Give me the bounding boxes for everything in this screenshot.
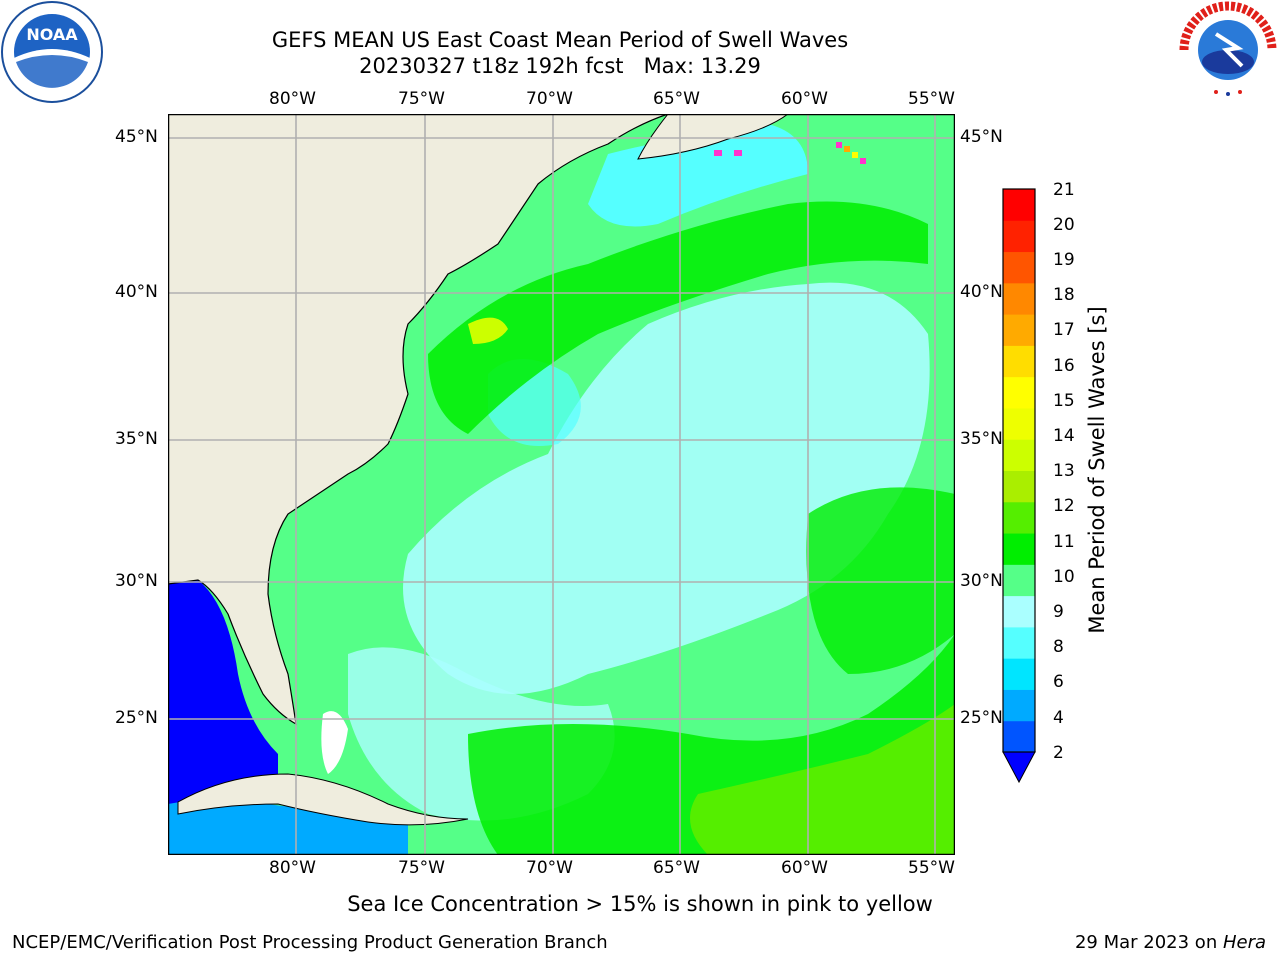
sea-ice-pixel (714, 150, 722, 156)
swell-region-10-11s-north (428, 201, 928, 434)
colorbar-label: Mean Period of Swell Waves [s] (1085, 306, 1109, 634)
colorbar-frame (1002, 188, 1036, 753)
lat-label-right: 45°N (960, 127, 1003, 147)
swell-region-10-11s-east (806, 487, 955, 674)
lat-label-left: 45°N (115, 127, 158, 147)
colorbar-tick: 13 (1053, 461, 1075, 481)
colorbar-tick: 21 (1053, 180, 1075, 200)
colorbar-segment (1003, 501, 1035, 534)
colorbar-segment (1003, 595, 1035, 628)
colorbar-tick: 14 (1053, 426, 1075, 446)
colorbar-tick: 9 (1053, 602, 1064, 622)
map-title: GEFS MEAN US East Coast Mean Period of S… (271, 28, 849, 52)
map-panel (168, 114, 955, 855)
lon-label-bottom: 60°W (781, 858, 828, 878)
colorbar-segment (1003, 314, 1035, 346)
lat-label-left: 25°N (115, 708, 158, 728)
lon-label-top: 65°W (653, 89, 700, 109)
colorbar-segment (1003, 251, 1035, 284)
colorbar-segment (1003, 658, 1035, 690)
gulf-low-period (168, 580, 278, 834)
colorbar-segment (1003, 626, 1035, 659)
lat-label-left: 40°N (115, 282, 158, 302)
sea-ice-pixel (734, 150, 742, 156)
colorbar-tick: 8 (1053, 637, 1064, 657)
lon-label-top: 80°W (269, 89, 316, 109)
sea-ice-caption: Sea Ice Concentration > 15% is shown in … (347, 892, 933, 916)
noaa-logo-text: NOAA (26, 25, 78, 44)
sea-ice-pixel (836, 142, 842, 148)
swell-max-patch (468, 317, 508, 344)
land-cuba (177, 773, 469, 826)
colorbar-tick: 18 (1053, 285, 1075, 305)
lon-label-top: 70°W (526, 89, 573, 109)
lon-label-bottom: 80°W (269, 858, 316, 878)
colorbar-segment (1003, 564, 1035, 597)
colorbar-tick: 17 (1053, 320, 1075, 340)
lat-label-right: 40°N (960, 282, 1003, 302)
lon-label-top: 55°W (908, 89, 955, 109)
lat-label-right: 30°N (960, 571, 1003, 591)
colorbar-segment (1003, 407, 1035, 440)
lon-label-bottom: 55°W (908, 858, 955, 878)
bahamas-bank (321, 711, 348, 774)
run-date-text: 29 Mar 2023 on (1074, 932, 1223, 953)
map-subtitle: 20230327 t18z 192h fcst Max: 13.29 (180, 54, 940, 78)
graticule (168, 114, 955, 855)
sea-ice-pixel (852, 152, 858, 158)
swell-region-8-9s (403, 282, 930, 694)
run-date: 29 Mar 2023 on Hera (1075, 932, 1266, 953)
colorbar-tick: 10 (1053, 567, 1075, 587)
map-frame (168, 114, 955, 855)
colorbar-tick: 11 (1053, 532, 1075, 552)
colorbar-segment (1003, 282, 1035, 315)
colorbar-segment (1003, 439, 1035, 471)
forecast-label: 20230327 t18z 192h fcst (359, 54, 624, 78)
lon-label-top: 60°W (781, 89, 828, 109)
colorbar-tick: 12 (1053, 496, 1075, 516)
colorbar (1002, 188, 1036, 784)
colorbar-segment (1003, 533, 1035, 565)
lon-label-top: 75°W (398, 89, 445, 109)
lat-label-right: 35°N (960, 429, 1003, 449)
lat-label-left: 35°N (115, 429, 158, 449)
colorbar-tick: 20 (1053, 215, 1075, 235)
colorbar-extend-arrow (1002, 751, 1036, 784)
land-us-east-coast (168, 114, 669, 726)
lon-label-bottom: 70°W (526, 858, 573, 878)
max-label: Max: 13.29 (643, 54, 761, 78)
colorbar-segment (1003, 376, 1035, 409)
colorbar-segment (1003, 470, 1035, 503)
sea-ice-pixel (860, 158, 866, 164)
land-maritimes (637, 114, 789, 160)
colorbar-tick: 2 (1053, 743, 1064, 763)
lat-label-right: 25°N (960, 708, 1003, 728)
colorbar-segment (1003, 689, 1035, 722)
colorbar-segment (1003, 220, 1035, 253)
noaa-logo: NOAA (1, 1, 103, 103)
colorbar-tick: 19 (1053, 250, 1075, 270)
colorbar-segment (1003, 720, 1035, 753)
nws-logo (1179, 1, 1277, 96)
colorbar-segment (1003, 189, 1035, 221)
colorbar-tick: 16 (1053, 356, 1075, 376)
lat-label-left: 30°N (115, 571, 158, 591)
lon-label-bottom: 65°W (653, 858, 700, 878)
colorbar-segment (1003, 345, 1035, 378)
lon-label-bottom: 75°W (398, 858, 445, 878)
swell-region-11-12s (690, 704, 955, 855)
colorbar-tick: 6 (1053, 672, 1064, 692)
credit-text: NCEP/EMC/Verification Post Processing Pr… (12, 932, 608, 953)
colorbar-tick: 4 (1053, 708, 1064, 728)
machine-name: Hera (1222, 932, 1266, 953)
colorbar-tick: 15 (1053, 391, 1075, 411)
sea-ice-pixel (844, 146, 850, 152)
